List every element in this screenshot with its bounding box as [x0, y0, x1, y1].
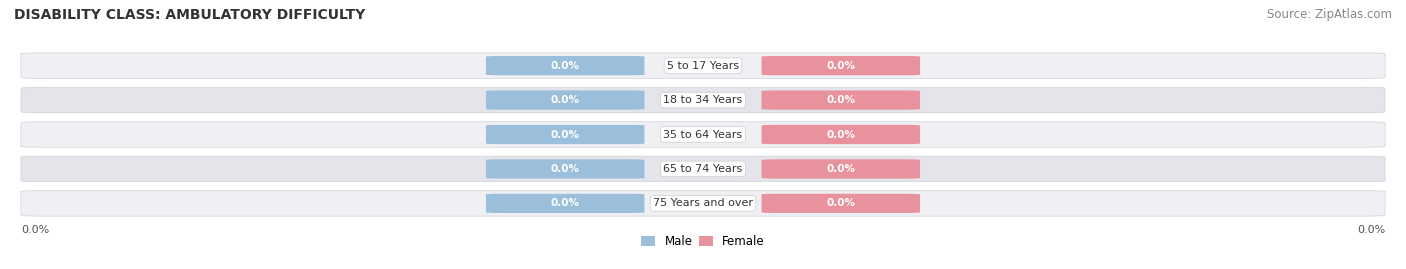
FancyBboxPatch shape	[762, 90, 920, 110]
Text: 0.0%: 0.0%	[551, 95, 579, 105]
Text: Source: ZipAtlas.com: Source: ZipAtlas.com	[1267, 8, 1392, 21]
FancyBboxPatch shape	[762, 56, 920, 75]
FancyBboxPatch shape	[762, 194, 920, 213]
Text: 0.0%: 0.0%	[827, 164, 855, 174]
FancyBboxPatch shape	[762, 159, 920, 179]
FancyBboxPatch shape	[21, 53, 1385, 78]
Text: 0.0%: 0.0%	[827, 198, 855, 208]
FancyBboxPatch shape	[486, 159, 644, 179]
Text: 35 to 64 Years: 35 to 64 Years	[664, 129, 742, 140]
Text: 0.0%: 0.0%	[827, 95, 855, 105]
Text: 0.0%: 0.0%	[827, 129, 855, 140]
FancyBboxPatch shape	[21, 156, 1385, 182]
FancyBboxPatch shape	[486, 125, 644, 144]
Text: 65 to 74 Years: 65 to 74 Years	[664, 164, 742, 174]
Text: 0.0%: 0.0%	[1357, 225, 1385, 235]
Text: 5 to 17 Years: 5 to 17 Years	[666, 61, 740, 71]
FancyBboxPatch shape	[21, 191, 1385, 216]
Text: 18 to 34 Years: 18 to 34 Years	[664, 95, 742, 105]
Text: DISABILITY CLASS: AMBULATORY DIFFICULTY: DISABILITY CLASS: AMBULATORY DIFFICULTY	[14, 8, 366, 22]
Legend: Male, Female: Male, Female	[637, 230, 769, 253]
Text: 75 Years and over: 75 Years and over	[652, 198, 754, 208]
FancyBboxPatch shape	[486, 90, 644, 110]
FancyBboxPatch shape	[21, 87, 1385, 113]
Text: 0.0%: 0.0%	[551, 164, 579, 174]
Text: 0.0%: 0.0%	[551, 198, 579, 208]
Text: 0.0%: 0.0%	[551, 61, 579, 71]
Text: 0.0%: 0.0%	[551, 129, 579, 140]
FancyBboxPatch shape	[486, 56, 644, 75]
FancyBboxPatch shape	[762, 125, 920, 144]
FancyBboxPatch shape	[21, 122, 1385, 147]
Text: 0.0%: 0.0%	[827, 61, 855, 71]
FancyBboxPatch shape	[486, 194, 644, 213]
Text: 0.0%: 0.0%	[21, 225, 49, 235]
